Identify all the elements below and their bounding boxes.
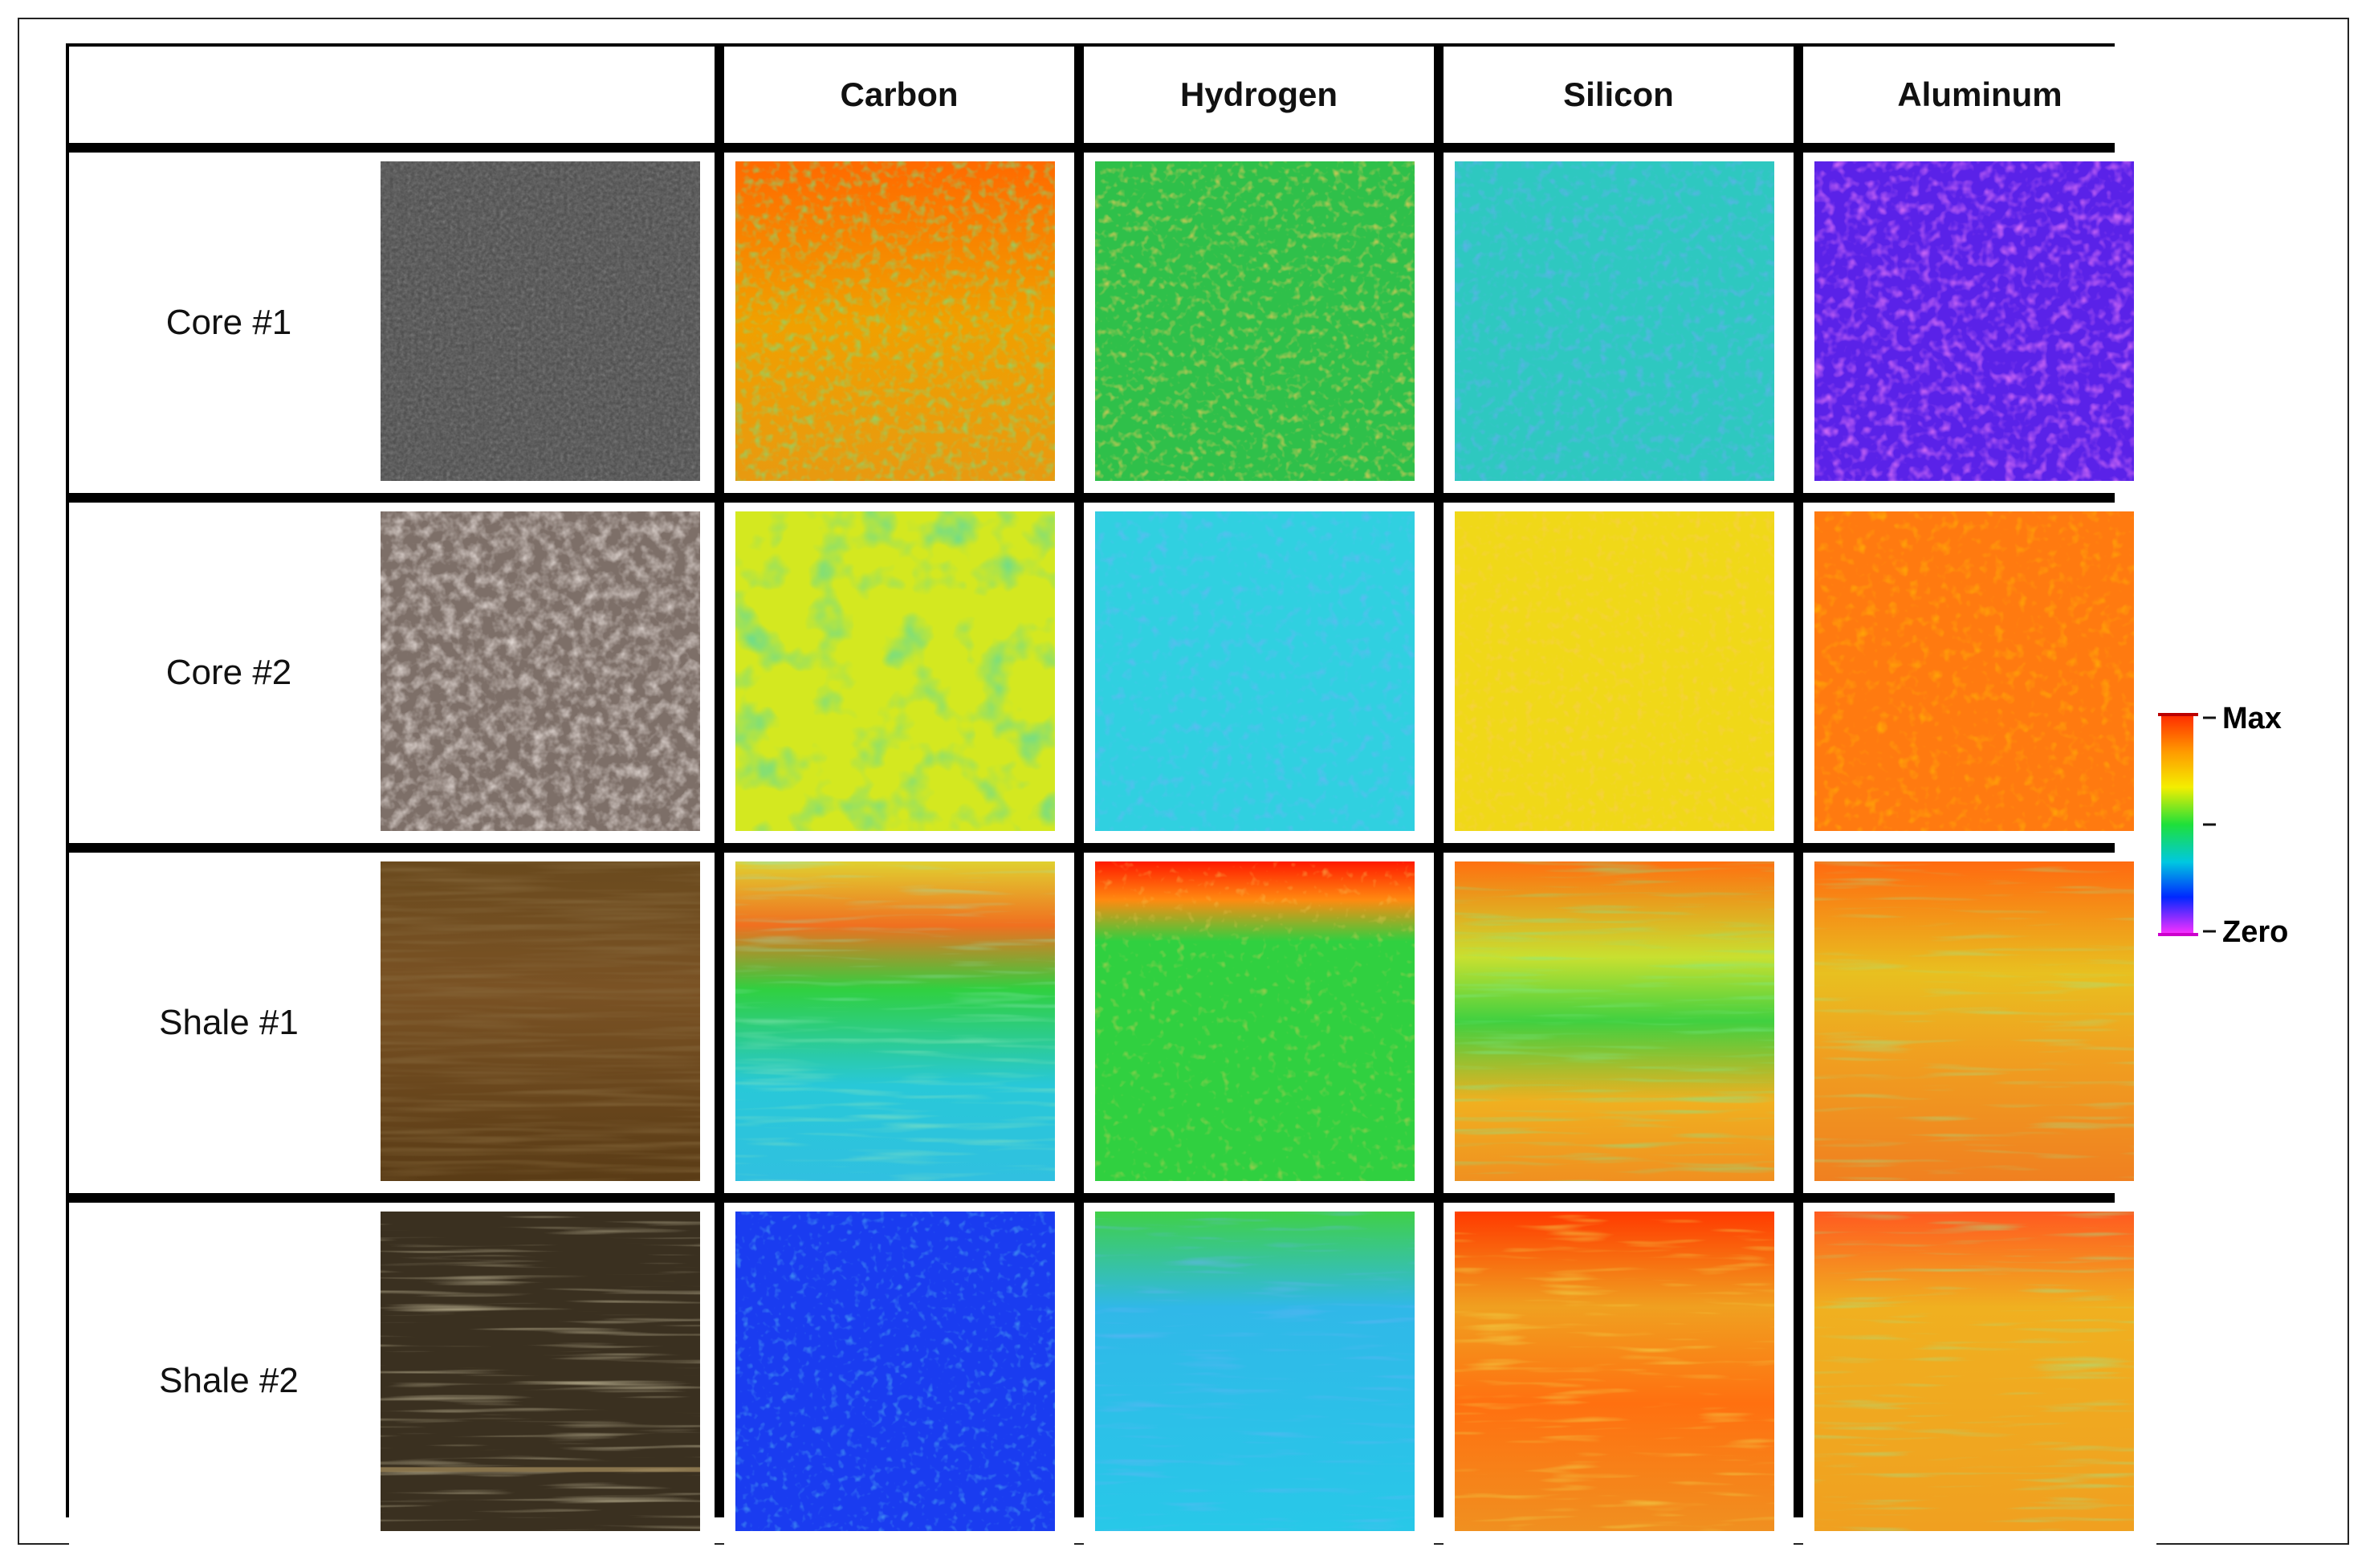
map-shale-2-silicon <box>1444 1203 1794 1559</box>
map-shale-1-aluminum <box>1803 853 2156 1193</box>
map-shale-1-silicon <box>1444 853 1794 1193</box>
sample-photo-shale-2 <box>381 1212 700 1531</box>
row-label: Shale #1 <box>159 1003 299 1042</box>
aluminum-map <box>1814 161 2134 481</box>
silicon-map <box>1455 511 1774 831</box>
color-scale-legend: Max Zero <box>2158 707 2288 947</box>
hydrogen-map <box>1095 861 1415 1181</box>
silicon-map <box>1455 161 1774 481</box>
map-shale-1-carbon <box>724 853 1074 1193</box>
map-core-1-carbon <box>724 153 1074 493</box>
column-header-silicon: Silicon <box>1444 47 1794 143</box>
map-core-1-silicon <box>1444 153 1794 493</box>
column-header-hydrogen: Hydrogen <box>1084 47 1434 143</box>
map-shale-1-hydrogen <box>1084 853 1434 1193</box>
column-header-carbon: Carbon <box>724 47 1074 143</box>
carbon-map <box>735 161 1055 481</box>
hydrogen-map <box>1095 511 1415 831</box>
element-map-table: Carbon Hydrogen Silicon Aluminum Core #1 <box>66 43 2156 1559</box>
carbon-map <box>735 1212 1055 1531</box>
map-core-2-hydrogen <box>1084 503 1434 843</box>
sample-photo-core-1 <box>381 161 700 481</box>
row-shale-2: Shale #2 <box>69 1203 715 1559</box>
color-scale-bar <box>2161 715 2193 935</box>
row-core-2: Core #2 <box>69 503 715 843</box>
row-core-1: Core #1 <box>69 153 715 493</box>
aluminum-map <box>1814 511 2134 831</box>
row-label: Core #2 <box>165 653 292 692</box>
silicon-map <box>1455 1212 1774 1531</box>
hydrogen-map <box>1095 1212 1415 1531</box>
map-core-2-carbon <box>724 503 1074 843</box>
sample-photo-shale-1 <box>381 861 700 1181</box>
column-header-aluminum: Aluminum <box>1803 47 2156 143</box>
legend-max-label: Max <box>2222 707 2282 735</box>
row-label: Core #1 <box>165 303 292 342</box>
silicon-map <box>1455 861 1774 1181</box>
aluminum-map <box>1814 1212 2134 1531</box>
hydrogen-map <box>1095 161 1415 481</box>
legend-zero-label: Zero <box>2222 915 2288 947</box>
map-core-1-aluminum <box>1803 153 2156 493</box>
header-corner <box>69 47 715 143</box>
map-core-2-silicon <box>1444 503 1794 843</box>
carbon-map <box>735 511 1055 831</box>
map-shale-2-aluminum <box>1803 1203 2156 1559</box>
map-core-2-aluminum <box>1803 503 2156 843</box>
sample-photo-core-2 <box>381 511 700 831</box>
row-shale-1: Shale #1 <box>69 853 715 1193</box>
map-shale-2-carbon <box>724 1203 1074 1559</box>
map-core-1-hydrogen <box>1084 153 1434 493</box>
carbon-map <box>735 861 1055 1181</box>
row-label: Shale #2 <box>159 1361 299 1400</box>
map-shale-2-hydrogen <box>1084 1203 1434 1559</box>
aluminum-map <box>1814 861 2134 1181</box>
